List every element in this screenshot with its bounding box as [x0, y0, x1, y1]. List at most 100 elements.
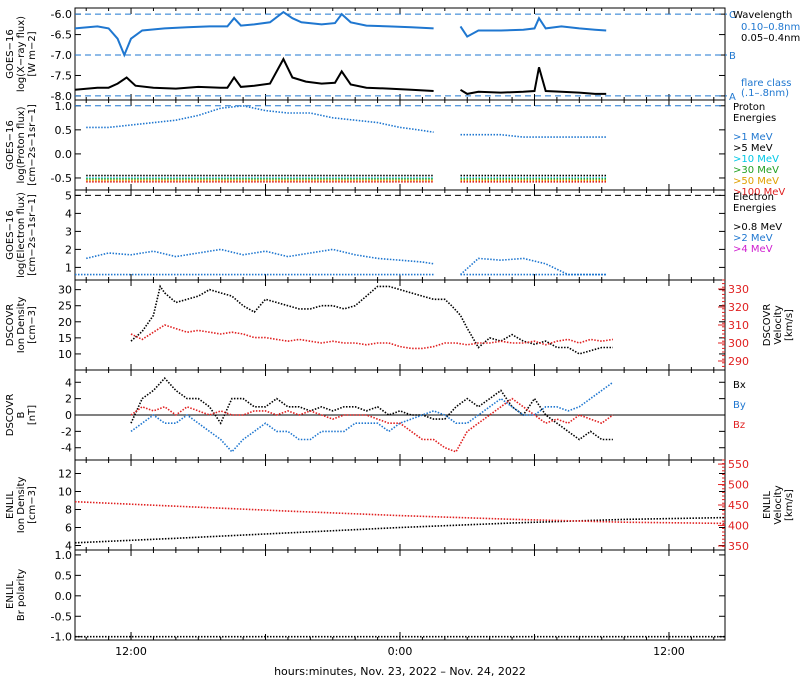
- y-tick-label: -0.5: [51, 610, 72, 623]
- y-tick-label: 4: [65, 376, 72, 389]
- flare-class-label: C: [729, 10, 736, 21]
- right-y-tick-label: 450: [728, 499, 749, 512]
- x-tick-label: 0:00: [388, 645, 413, 658]
- y-tick-label: -7.0: [51, 49, 72, 62]
- right-y-tick-label: 350: [728, 540, 749, 553]
- x-tick-label: 12:00: [653, 645, 685, 658]
- y-tick-label: -1.0: [51, 631, 72, 644]
- flare-class-label: A: [729, 92, 736, 103]
- y-tick-label: -4: [61, 442, 72, 455]
- right-y-tick-label: 400: [728, 519, 749, 532]
- series-line-bz: [130, 397, 614, 453]
- y-tick-label: 0.0: [55, 148, 73, 161]
- y-tick-label: -0.5: [51, 172, 72, 185]
- legend-entry: >100 MeV: [733, 187, 785, 198]
- legend-title: Wavelength: [733, 10, 792, 21]
- flare-class-note: (.1–.8nm): [741, 88, 789, 99]
- series-line-0-05-0-4nm: [75, 56, 607, 95]
- legend-entry: Bx: [733, 380, 746, 391]
- y-tick-label: 2: [65, 243, 72, 256]
- y-tick-label: 0.5: [55, 569, 73, 582]
- series-group: [75, 248, 607, 276]
- panel-dscovr_density: 30 25 20 15 10 330 320 310 300 290 DSCOVRVelocity[…: [5, 279, 795, 371]
- y-tick-label: 25: [58, 300, 72, 313]
- y-tick-label: 8: [65, 504, 72, 517]
- panel-proton: 1.0 0.5 0.0 -0.5 GOES−16log(Proton flux)[cm−…: [5, 99, 785, 198]
- y-tick-label: 30: [58, 284, 72, 297]
- y-tick-label: 12: [58, 468, 72, 481]
- panel-dscovr_b: 4 2 0 -2 -4 DSCOVRB[nT] Bx By Bz: [5, 369, 746, 461]
- panel-frame: [74, 279, 726, 371]
- flare-class-label: B: [729, 51, 736, 62]
- series-line--2-mev: [86, 248, 607, 276]
- y-axis-label: DSCOVRB[nT]: [5, 394, 38, 437]
- legend-entry: >4 MeV: [733, 244, 773, 255]
- legend-entry: 0.10–0.8nm: [741, 22, 800, 33]
- right-y-tick-label: 310: [728, 319, 749, 332]
- series-line-bx: [130, 377, 613, 441]
- y-tick-label: 15: [58, 332, 72, 345]
- legend-title: Electron: [733, 192, 774, 203]
- legend-entry: By: [733, 400, 746, 411]
- panel-frame: [74, 189, 726, 281]
- y-tick-label: 1.0: [55, 100, 73, 113]
- series-line--1-mev: [86, 104, 607, 138]
- flare-class-note: flare class: [741, 78, 791, 89]
- right-y-tick-label: 290: [728, 355, 749, 368]
- right-axis-label: ENLILVelocity[km/s]: [762, 485, 795, 524]
- y-tick-label: 10: [58, 348, 72, 361]
- y-axis-label: ENLILBr polarity: [5, 569, 27, 621]
- y-tick-label: 0: [65, 409, 72, 422]
- series-line-velocity: [130, 324, 614, 350]
- panels-layer: -6.0 -6.5 -7.0 -7.5 -8.0 GOES−16log(X−ray flu…: [5, 7, 800, 658]
- y-axis-label: GOES−16log(Electron flux)[cm−2s−1sr−1]: [5, 192, 38, 278]
- panel-frame: [74, 7, 726, 101]
- panel-electron: 5 4 3 2 1 GOES−16log(Electron flux)[cm−2s−1sr…: [5, 189, 782, 281]
- legend-entry: >2 MeV: [733, 233, 773, 244]
- y-axis-label: GOES−16log(Proton flux)[cm−2s−1sr−1]: [5, 104, 38, 186]
- legend-entry: >10 MeV: [733, 154, 779, 165]
- series-line-density: [75, 516, 725, 544]
- y-tick-label: 3: [65, 225, 72, 238]
- legend-entry: >0.8 MeV: [733, 222, 782, 233]
- y-tick-label: -7.5: [51, 69, 72, 82]
- right-y-tick-label: 330: [728, 283, 749, 296]
- y-tick-label: 6: [65, 522, 72, 535]
- y-tick-label: 4: [65, 207, 72, 220]
- panel-frame: [74, 99, 726, 191]
- y-tick-label: 1: [65, 261, 72, 274]
- y-axis-label: DSCOVRIon Density[cm−3]: [5, 297, 38, 354]
- x-axis-label: hours:minutes, Nov. 23, 2022 – Nov. 24, …: [274, 665, 526, 678]
- right-y-tick-label: 300: [728, 337, 749, 350]
- y-axis-label: ENLILIon Density[cm−3]: [5, 477, 38, 534]
- series-line-velocity: [75, 500, 725, 525]
- legend-entry: 0.05–0.4nm: [741, 33, 800, 44]
- right-y-tick-label: 550: [728, 458, 749, 471]
- panel-enlil_density: 12 10 8 6 4 550 500 450 400 350 ENLILVelocity[km/s…: [5, 458, 795, 553]
- legend-entry: >1 MeV: [733, 132, 773, 143]
- right-axis-label: DSCOVRVelocity[km/s]: [762, 304, 795, 347]
- y-tick-label: 0.5: [55, 124, 73, 137]
- series-group: [86, 104, 607, 183]
- right-y-tick-label: 500: [728, 479, 749, 492]
- legend-entry: Bz: [733, 420, 745, 431]
- legend-title: Energies: [733, 113, 776, 124]
- y-tick-label: 10: [58, 486, 72, 499]
- series-line-0-10-0-8nm: [75, 10, 607, 58]
- y-tick-label: 2: [65, 393, 72, 406]
- legend-entry: >30 MeV: [733, 165, 779, 176]
- series-line-by: [130, 381, 614, 453]
- y-tick-label: -6.0: [51, 8, 72, 21]
- panel-frame: [74, 459, 726, 551]
- legend-title: Energies: [733, 203, 776, 214]
- y-tick-label: -2: [61, 425, 72, 438]
- panel-xray: -6.0 -6.5 -7.0 -7.5 -8.0 GOES−16log(X−ray flu…: [5, 7, 800, 103]
- panel-frame: [74, 549, 726, 641]
- series-group: [75, 10, 607, 95]
- legend-title: Proton: [733, 102, 765, 113]
- series-group: [130, 284, 614, 355]
- y-axis-label: GOES−16log(X−ray flux)[W m−2]: [5, 16, 38, 92]
- y-tick-label: 5: [65, 189, 72, 202]
- y-tick-label: -6.5: [51, 29, 72, 42]
